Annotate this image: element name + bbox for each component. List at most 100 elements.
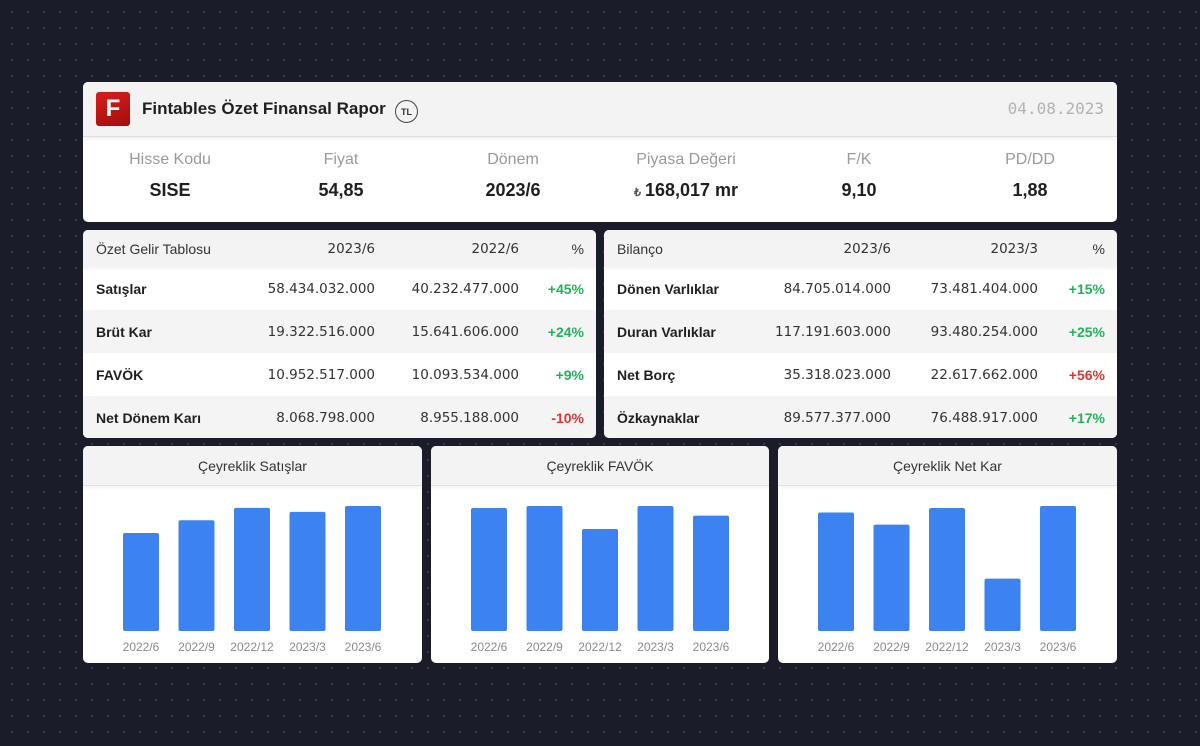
row-value-current: 84.705.014.000	[783, 280, 891, 297]
row-change-percent: -10%	[551, 409, 584, 426]
row-value-current: 58.434.032.000	[267, 280, 375, 297]
x-tick-label: 2022/12	[925, 640, 969, 654]
table-header: 2023/3	[990, 240, 1039, 257]
chart-bar	[693, 515, 729, 631]
row-label: Dönen Varlıklar	[617, 280, 719, 297]
row-label: Net Dönem Karı	[96, 409, 202, 426]
row-label: FAVÖK	[96, 366, 144, 383]
chart-title: Çeyreklik Satışlar	[83, 446, 422, 486]
table-header: Özet Gelir Tablosu	[96, 240, 211, 257]
x-tick-label: 2023/3	[637, 640, 674, 654]
chart-bar	[234, 507, 270, 631]
quarterly-sales-chart: 2022/6 2022/9 2022/12 2023/3 2023/6	[123, 506, 382, 654]
report-date: 04.08.2023	[1007, 99, 1104, 118]
quarterly-net-profit-chart-card: Çeyreklik Net Kar 2022/6 2022/9 2022/12 202…	[778, 446, 1117, 663]
row-change-percent: +17%	[1068, 409, 1105, 426]
x-tick-label: 2022/12	[578, 640, 622, 654]
row-value-previous: 93.480.254.000	[930, 323, 1038, 340]
metric-value: 9,10	[841, 180, 877, 200]
table-header-row: Bilanço 2023/6 2023/3 %	[604, 230, 1117, 267]
income-statement-table: Özet Gelir Tablosu 2023/6 2022/6 % Satış…	[83, 230, 596, 438]
x-tick-label: 2023/6	[1040, 640, 1077, 654]
table-header: %	[571, 240, 584, 257]
x-tick-label: 2022/9	[873, 640, 910, 654]
chart-bar	[289, 511, 326, 631]
quarterly-ebitda-chart: 2022/6 2022/9 2022/12 2023/3 2023/6	[471, 506, 730, 654]
chart-bar	[526, 506, 563, 631]
row-label: Özkaynaklar	[617, 409, 700, 426]
currency-badge: TL	[395, 100, 418, 123]
chart-title: Çeyreklik Net Kar	[778, 446, 1117, 486]
row-value-previous: 10.093.534.000	[411, 366, 519, 383]
x-tick-label: 2023/6	[693, 640, 730, 654]
row-change-percent: +15%	[1068, 280, 1105, 297]
income-statement-card: Özet Gelir Tablosu 2023/6 2022/6 % Satış…	[83, 230, 596, 438]
row-label: Net Borç	[617, 366, 676, 383]
chart-bar	[929, 508, 965, 631]
metric-value: SISE	[149, 180, 191, 200]
chart-bar	[637, 506, 674, 631]
lira-icon: ₺	[633, 187, 641, 199]
row-label: Duran Varlıklar	[617, 323, 716, 340]
table-header: 2023/6	[843, 240, 892, 257]
row-change-percent: +9%	[555, 366, 584, 383]
chart-bar	[818, 512, 854, 631]
chart-title: Çeyreklik FAVÖK	[431, 446, 769, 486]
chart-bar	[873, 524, 910, 631]
row-change-percent: +45%	[547, 280, 584, 297]
chart-bar	[123, 533, 159, 631]
metrics-row: Hisse Kodu SISE Fiyat 54,85 Dönem 2023/6…	[83, 137, 1117, 222]
x-tick-label: 2023/3	[289, 640, 326, 654]
row-change-percent: +24%	[547, 323, 584, 340]
chart-bar	[582, 529, 618, 631]
chart-bar	[345, 506, 381, 631]
chart-bar	[984, 578, 1021, 631]
table-row: Özkaynaklar 89.577.377.000 76.488.917.000 +…	[604, 396, 1117, 438]
x-tick-label: 2022/6	[471, 640, 508, 654]
metric-label: Piyasa Değeri	[636, 151, 736, 168]
metric-value: 1,88	[1012, 180, 1048, 200]
table-row: Dönen Varlıklar 84.705.014.000 73.481.404.…	[604, 267, 1117, 310]
row-label: Satışlar	[96, 280, 147, 297]
x-tick-label: 2022/9	[526, 640, 563, 654]
table-row: FAVÖK 10.952.517.000 10.093.534.000 +9%	[83, 353, 596, 396]
table-header: 2023/6	[327, 240, 376, 257]
x-tick-label: 2022/6	[123, 640, 160, 654]
summary-header-bar: F Fintables Özet Finansal Rapor TL 04.08…	[83, 82, 1117, 137]
row-value-previous: 22.617.662.000	[930, 366, 1038, 383]
metric-label: Fiyat	[323, 151, 359, 168]
metric-label: F/K	[846, 151, 872, 168]
row-change-percent: +25%	[1068, 323, 1105, 340]
fintables-logo-icon: F	[96, 92, 130, 126]
metric-label: Dönem	[487, 151, 539, 168]
row-label: Brüt Kar	[96, 323, 153, 340]
table-row: Net Dönem Karı 8.068.798.000 8.955.188.000…	[83, 396, 596, 438]
table-header: Bilanço	[617, 240, 663, 257]
report-title: Fintables Özet Finansal Rapor	[142, 99, 386, 118]
table-row: Duran Varlıklar 117.191.603.000 93.480.254…	[604, 310, 1117, 353]
row-value-current: 19.322.516.000	[267, 323, 375, 340]
x-tick-label: 2022/9	[178, 640, 215, 654]
metric-label: Hisse Kodu	[129, 151, 211, 168]
row-value-current: 117.191.603.000	[775, 323, 891, 340]
x-tick-label: 2023/3	[984, 640, 1021, 654]
quarterly-sales-chart-card: Çeyreklik Satışlar 2022/6 2022/9 2022/12 20…	[83, 446, 422, 663]
metric-value: 168,017 mr	[644, 180, 739, 200]
metric-value: 54,85	[318, 180, 364, 200]
table-header-row: Özet Gelir Tablosu 2023/6 2022/6 %	[83, 230, 596, 267]
balance-sheet-card: Bilanço 2023/6 2023/3 % Dönen Varlıklar 8…	[604, 230, 1117, 438]
chart-bar	[1040, 506, 1076, 631]
metric-label: PD/DD	[1005, 151, 1055, 168]
chart-bar	[178, 520, 215, 631]
row-value-current: 8.068.798.000	[276, 409, 375, 426]
metric-value-wrap: ₺ 168,017 mr	[596, 180, 776, 201]
row-value-previous: 40.232.477.000	[411, 280, 519, 297]
row-value-current: 35.318.023.000	[783, 366, 891, 383]
table-row: Brüt Kar 19.322.516.000 15.641.606.000 +24%	[83, 310, 596, 353]
row-value-previous: 76.488.917.000	[930, 409, 1038, 426]
x-tick-label: 2022/12	[230, 640, 274, 654]
table-row: Satışlar 58.434.032.000 40.232.477.000 +45%	[83, 267, 596, 310]
row-value-previous: 73.481.404.000	[930, 280, 1038, 297]
row-value-current: 89.577.377.000	[783, 409, 891, 426]
x-tick-label: 2023/6	[345, 640, 382, 654]
